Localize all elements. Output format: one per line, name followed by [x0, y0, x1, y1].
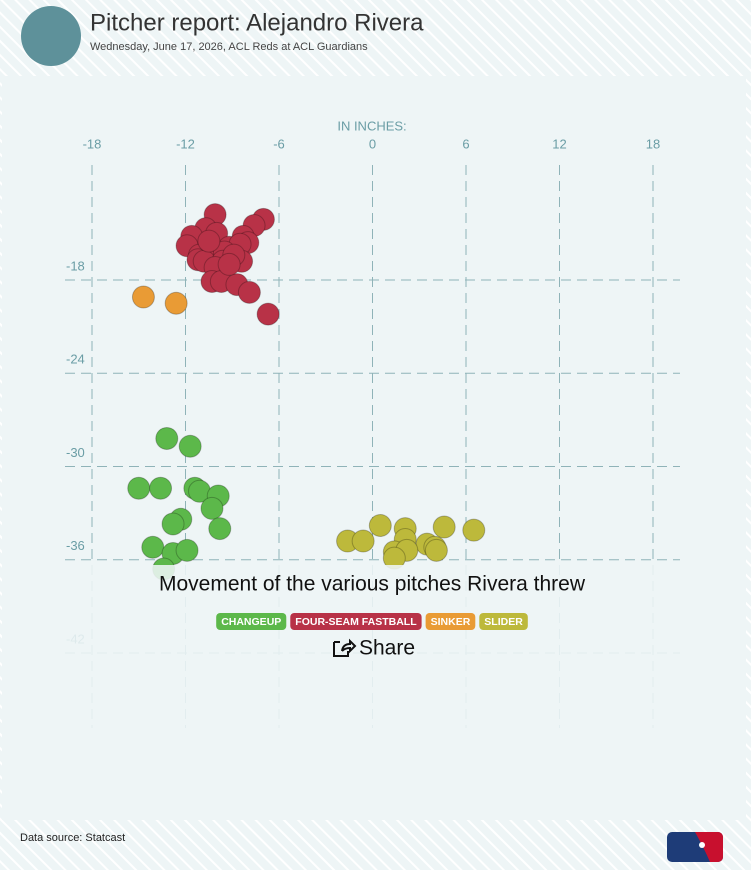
x-tick-label: 0 — [369, 136, 376, 151]
pitch-point — [149, 476, 173, 500]
pitch-point — [351, 529, 375, 553]
legend-label: SINKER — [431, 616, 471, 628]
avatar — [21, 6, 81, 66]
logo — [667, 832, 723, 862]
legend-item: SINKER — [425, 613, 476, 630]
pitch-point — [424, 538, 448, 562]
pitch-point — [200, 496, 224, 520]
pitch-point — [237, 280, 261, 304]
x-tick-label: 12 — [552, 136, 566, 151]
pitch-point — [462, 518, 486, 542]
legend-pill — [425, 613, 476, 630]
pitch-point — [127, 476, 151, 500]
pitch-point — [208, 517, 232, 541]
pitch-point — [178, 434, 202, 458]
x-tick-label: 6 — [462, 136, 469, 151]
overlay — [2, 565, 746, 820]
legend-item: SLIDER — [479, 613, 528, 630]
x-axis-label: IN INCHES: — [337, 118, 406, 133]
x-tick-label: -6 — [273, 136, 285, 151]
legend-pill — [290, 613, 422, 630]
pitch-point — [131, 285, 155, 309]
pitch-point — [197, 229, 221, 253]
pitch-point — [368, 513, 392, 537]
share-label[interactable]: Share — [359, 637, 415, 660]
pitch-point — [164, 291, 188, 315]
pitch-point — [175, 538, 199, 562]
pitch-point — [155, 426, 179, 450]
legend-label: FOUR-SEAM FASTBALL — [295, 616, 417, 628]
chart-title: Movement of the various pitches Rivera t… — [159, 573, 586, 596]
x-tick-label: -18 — [83, 136, 102, 151]
data-source: Data source: Statcast — [20, 832, 125, 844]
y-tick-label: -30 — [66, 445, 85, 460]
legend-item: FOUR-SEAM FASTBALL — [290, 613, 422, 630]
pitch-point — [432, 515, 456, 539]
legend-label: SLIDER — [484, 616, 523, 628]
share-icon — [333, 638, 357, 657]
y-tick-label: -36 — [66, 538, 85, 553]
legend-pill — [216, 613, 287, 630]
x-tick-label: -12 — [176, 136, 195, 151]
legend-pill — [479, 613, 528, 630]
legend-item: CHANGEUP — [216, 613, 287, 630]
x-tick-label: 18 — [646, 136, 660, 151]
share-button[interactable]: Share — [330, 636, 416, 662]
page-subtitle: Wednesday, June 17, 2026, ACL Reds at AC… — [90, 41, 368, 53]
pitch-point — [161, 512, 185, 536]
pitch-point — [217, 252, 241, 276]
page-title: Pitcher report: Alejandro Rivera — [90, 9, 424, 36]
y-tick-label: -18 — [66, 258, 85, 273]
y-tick-label: -24 — [66, 352, 85, 367]
pitch-point — [256, 302, 280, 326]
legend-label: CHANGEUP — [221, 616, 281, 628]
pitch-point — [141, 535, 165, 559]
